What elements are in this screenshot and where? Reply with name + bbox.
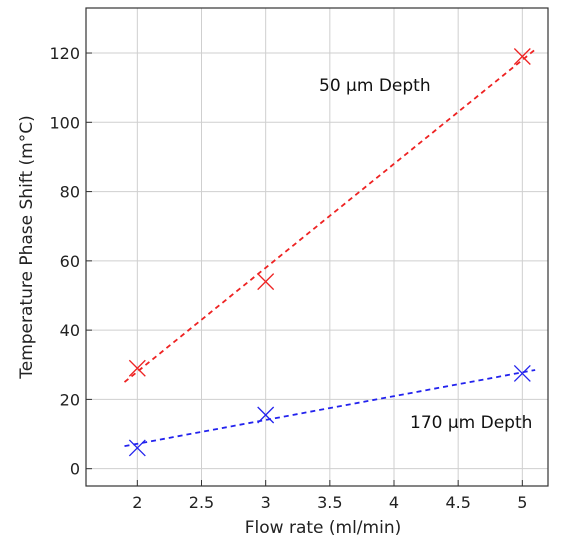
x-tick-label: 5 [517, 493, 527, 512]
x-tick-label: 3 [261, 493, 271, 512]
y-tick-label: 0 [70, 460, 80, 479]
x-tick-label: 2 [132, 493, 142, 512]
x-tick-labels: 2 2.5 3 3.5 4 4.5 5 [132, 493, 527, 512]
grid [86, 8, 548, 486]
fit-lines [123, 48, 536, 448]
point-marker-series-1 [128, 439, 146, 457]
y-tick-label: 40 [60, 321, 80, 340]
point-marker-series-0 [257, 273, 275, 291]
point-marker-series-0 [513, 48, 531, 65]
annotation-50um: 50 µm Depth [319, 76, 431, 96]
y-tick-label: 80 [60, 183, 80, 202]
fit-line-series-0 [123, 48, 536, 383]
plot-area-frame [85, 7, 549, 487]
y-tick-label: 120 [49, 44, 80, 63]
data-points [128, 48, 531, 457]
x-tick-label: 2.5 [189, 493, 214, 512]
y-tick-label: 20 [60, 390, 80, 409]
point-marker-series-1 [257, 406, 275, 424]
point-marker-series-0 [128, 359, 146, 377]
x-tick-label: 4.5 [445, 493, 470, 512]
point-marker-series-1 [513, 364, 531, 382]
y-tick-label: 60 [60, 252, 80, 271]
y-tick-labels: 0 20 40 60 80 100 120 [49, 44, 80, 479]
annotation-170um: 170 µm Depth [410, 413, 532, 433]
fit-line-series-1 [124, 369, 536, 448]
x-tick-label: 4 [389, 493, 399, 512]
x-tick-label: 3.5 [317, 493, 342, 512]
y-tick-label: 100 [49, 113, 80, 132]
y-axis-label: Temperature Phase Shift (m°C) [17, 115, 37, 380]
x-axis-label: Flow rate (ml/min) [245, 518, 401, 538]
